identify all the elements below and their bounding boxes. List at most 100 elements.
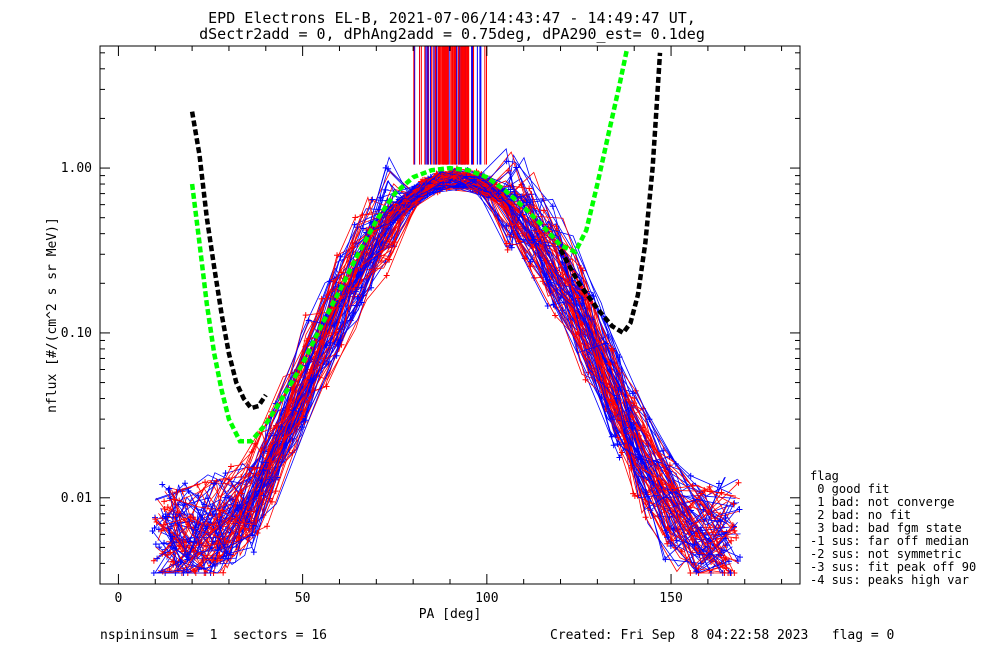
trace-point	[610, 347, 617, 354]
trace-point	[169, 533, 176, 540]
trace-point	[302, 312, 309, 319]
trace-point	[318, 295, 325, 302]
trace-point	[258, 447, 265, 454]
trace-point	[736, 554, 743, 561]
trace-point	[359, 212, 366, 219]
legend-item: 2 bad: no fit	[810, 508, 912, 522]
trace-point	[350, 309, 357, 316]
trace-point	[227, 463, 234, 470]
trace-point	[668, 482, 675, 489]
trace-point	[349, 239, 356, 246]
trace-point	[693, 568, 700, 575]
trace-point	[169, 558, 176, 565]
trace-point	[667, 543, 674, 550]
trace-point	[721, 546, 728, 553]
trace-point	[513, 164, 520, 171]
trace-point	[307, 376, 314, 383]
legend-item: 0 good fit	[810, 482, 890, 496]
trace-point	[549, 203, 556, 210]
trace-point	[200, 556, 207, 563]
trace-point	[159, 481, 166, 488]
trace-point	[613, 395, 620, 402]
x-tick-label: 50	[295, 591, 311, 606]
trace-point	[164, 551, 171, 558]
trace-point	[736, 506, 743, 513]
trace-point	[421, 176, 428, 183]
y-tick-label: 1.00	[61, 161, 92, 176]
trace-point	[299, 424, 306, 431]
trace-point	[724, 542, 731, 549]
trace-point	[730, 501, 737, 508]
trace-point	[718, 489, 725, 496]
y-axis-label: nflux [#/(cm^2 s sr MeV)]	[45, 217, 60, 413]
trace-point	[166, 485, 173, 492]
trace-point	[503, 240, 510, 247]
footer-left: nspininsum = 1 sectors = 16	[100, 628, 327, 643]
fit-curve-2	[189, 49, 630, 444]
trace-line	[167, 172, 722, 557]
trace-point	[642, 489, 649, 496]
footer-right: Created: Fri Sep 8 04:22:58 2023 flag = …	[550, 628, 895, 643]
trace-point	[616, 454, 623, 461]
trace-point	[183, 566, 190, 573]
trace-point	[182, 480, 189, 487]
trace-point	[150, 569, 157, 576]
trace-point	[162, 513, 169, 520]
trace-point	[278, 423, 285, 430]
y-tick-label: 0.01	[61, 491, 92, 506]
trace-point	[352, 288, 359, 295]
trace-point	[260, 492, 267, 499]
fit-curve-0	[189, 111, 268, 411]
trace-point	[424, 192, 431, 199]
trace-point	[629, 390, 636, 397]
trace-point	[220, 569, 227, 576]
trace-point	[518, 193, 525, 200]
trace-point	[391, 239, 398, 246]
trace-point	[272, 488, 279, 495]
trace-line	[168, 147, 738, 561]
legend-title: flag	[810, 469, 839, 483]
trace-point	[323, 383, 330, 390]
trace-point	[422, 183, 429, 190]
trace-point	[610, 442, 617, 449]
trace-point	[191, 568, 198, 575]
trace-point	[383, 272, 390, 279]
trace-point	[539, 278, 546, 285]
trace-point	[605, 360, 612, 367]
trace-point	[687, 569, 694, 576]
trace-point	[540, 207, 547, 214]
trace-line	[162, 171, 733, 545]
trace-point	[202, 479, 209, 486]
trace-point	[352, 214, 359, 221]
trace-point	[266, 458, 273, 465]
trace-point	[615, 386, 622, 393]
trace-point	[578, 300, 585, 307]
trace-point	[153, 519, 160, 526]
trace-point	[716, 480, 723, 487]
trace-point	[337, 295, 344, 302]
trace-point	[179, 548, 186, 555]
trace-point	[630, 490, 637, 497]
trace-point	[167, 549, 174, 556]
legend-item: 1 bad: not converge	[810, 495, 955, 509]
fit-curve-1	[558, 52, 663, 336]
trace-point	[631, 400, 638, 407]
trace-point	[614, 440, 621, 447]
trace-line	[172, 179, 723, 571]
trace-point	[369, 196, 376, 203]
trace-point	[463, 173, 470, 180]
trace-point	[627, 439, 634, 446]
trace-point	[154, 555, 161, 562]
trace-point	[160, 521, 167, 528]
trace-point	[350, 244, 357, 251]
trace-point	[164, 504, 171, 511]
trace-point	[150, 557, 157, 564]
trace-point	[642, 514, 649, 521]
legend-item: 3 bad: bad fgm state	[810, 521, 962, 535]
trace-point	[634, 454, 641, 461]
trace-point	[378, 257, 385, 264]
trace-point	[222, 494, 229, 501]
trace-point	[727, 527, 734, 534]
trace-point	[319, 339, 326, 346]
